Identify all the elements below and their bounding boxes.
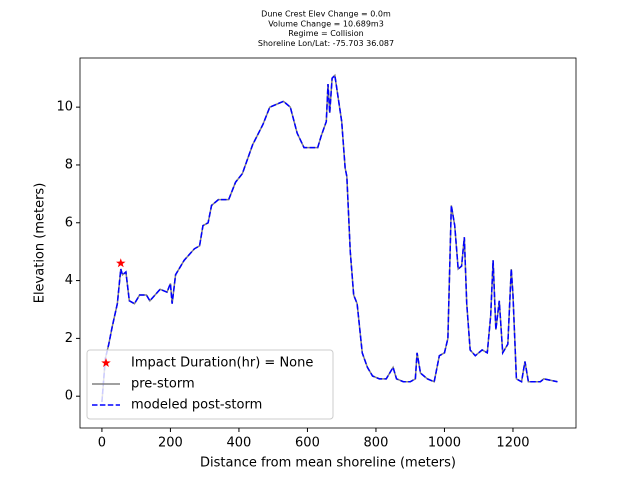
y-tick-label: 0 <box>65 389 73 404</box>
axes-frame <box>79 57 577 429</box>
x-axis-label: Distance from mean shoreline (meters) <box>200 456 456 471</box>
y-tick-label: 8 <box>65 157 73 172</box>
legend-label: Impact Duration(hr) = None <box>131 356 313 371</box>
x-tick-label: 0 <box>98 436 106 451</box>
impact-marker <box>116 258 126 268</box>
legend-marker <box>101 358 111 368</box>
legend-box <box>86 349 334 420</box>
chart-title: Volume Change = 10.689m3 <box>268 19 384 28</box>
legend-label: modeled post-storm <box>131 398 262 413</box>
chart-title: Shoreline Lon/Lat: -75.703 36.087 <box>258 39 394 48</box>
chart-title: Dune Crest Elev Change = 0.0m <box>261 10 391 19</box>
x-tick-label: 600 <box>295 436 320 451</box>
legend-label: pre-storm <box>131 377 195 392</box>
plot-area <box>101 73 558 403</box>
x-tick-label: 200 <box>158 436 183 451</box>
x-tick-label: 1200 <box>496 436 529 451</box>
y-tick-label: 6 <box>65 215 73 230</box>
chart-title: Regime = Collision <box>288 29 363 38</box>
y-tick-label: 10 <box>56 100 73 115</box>
series-line <box>101 73 558 403</box>
y-axis-label: Elevation (meters) <box>33 183 48 304</box>
x-tick-label: 400 <box>227 436 252 451</box>
legend: Impact Duration(hr) = None pre-storm model… <box>86 349 334 420</box>
x-tick-label: 1000 <box>428 436 461 451</box>
x-tick-label: 800 <box>364 436 389 451</box>
y-tick-label: 2 <box>65 331 73 346</box>
y-tick-label: 4 <box>65 273 73 288</box>
